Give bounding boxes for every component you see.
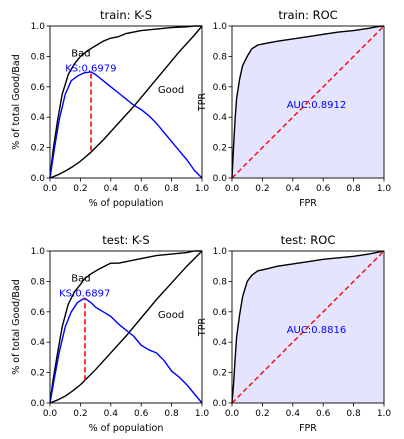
x-tick-label: 1.0 bbox=[195, 184, 210, 194]
chart-title: train: ROC bbox=[278, 8, 337, 22]
y-tick-label: 1.0 bbox=[31, 247, 46, 257]
chart-train_ks: Bad Good KS:0.6979 0.0 0.2 0.4 0.6 0.8 1.0 0.0 0.2… bbox=[11, 8, 209, 209]
x-tick-label: 0.2 bbox=[73, 184, 87, 194]
y-tick-label: 0.8 bbox=[213, 52, 228, 62]
y-tick-label: 0.4 bbox=[213, 113, 228, 123]
y-tick-label: 1.0 bbox=[31, 22, 46, 32]
axes-frame bbox=[231, 250, 385, 404]
y-tick-label: 0.0 bbox=[31, 174, 46, 184]
y-tick-label: 0.6 bbox=[31, 83, 46, 93]
y-tick-label: 0.2 bbox=[213, 144, 227, 154]
series-roc-line bbox=[231, 250, 385, 404]
annotation-label: Bad bbox=[71, 48, 90, 59]
annotation-label: Bad bbox=[71, 273, 90, 284]
x-tick-label: 0.0 bbox=[43, 184, 58, 194]
annotation-label: AUC:0.8912 bbox=[287, 100, 347, 111]
x-tick-label: 0.8 bbox=[346, 409, 361, 419]
y-tick-label: 0.0 bbox=[213, 399, 228, 409]
x-tick-label: 0.8 bbox=[164, 184, 179, 194]
y-tick-label: 0.6 bbox=[31, 308, 46, 318]
x-axis-label: FPR bbox=[299, 198, 317, 209]
x-tick-label: 0.0 bbox=[225, 409, 240, 419]
axes-frame bbox=[49, 25, 203, 179]
y-tick-label: 0.8 bbox=[31, 52, 46, 62]
x-tick-label: 0.8 bbox=[164, 409, 179, 419]
x-tick-label: 0.6 bbox=[134, 184, 149, 194]
y-tick-label: 0.4 bbox=[31, 113, 46, 123]
series-good-line bbox=[49, 25, 203, 179]
x-tick-label: 0.4 bbox=[286, 184, 301, 194]
series-roc-line bbox=[231, 25, 385, 179]
y-tick-label: 0.4 bbox=[213, 338, 228, 348]
x-tick-label: 1.0 bbox=[377, 184, 392, 194]
y-tick-label: 0.0 bbox=[213, 174, 228, 184]
x-tick-label: 0.2 bbox=[73, 409, 87, 419]
x-tick-label: 1.0 bbox=[195, 409, 210, 419]
y-axis-label: % of total Good/Bad bbox=[11, 54, 22, 150]
y-tick-label: 0.4 bbox=[31, 338, 46, 348]
y-tick-label: 0.8 bbox=[213, 277, 228, 287]
x-tick-label: 0.4 bbox=[104, 184, 119, 194]
x-axis-label: % of population bbox=[89, 198, 164, 209]
x-tick-label: 0.4 bbox=[104, 409, 119, 419]
annotation-label: KS:0.6897 bbox=[59, 289, 110, 300]
x-tick-label: 0.6 bbox=[134, 409, 149, 419]
y-axis-label: % of total Good/Bad bbox=[11, 279, 22, 375]
x-tick-label: 0.0 bbox=[225, 184, 240, 194]
x-tick-label: 0.2 bbox=[255, 409, 269, 419]
series-diagonal-line bbox=[231, 250, 385, 404]
x-tick-label: 0.8 bbox=[346, 184, 361, 194]
annotation-label: Good bbox=[158, 310, 184, 321]
series-ks-line bbox=[49, 297, 203, 404]
y-tick-label: 1.0 bbox=[213, 22, 228, 32]
y-axis-label: TPR bbox=[197, 93, 208, 113]
y-tick-label: 0.0 bbox=[31, 399, 46, 409]
series-ks-line bbox=[49, 71, 203, 179]
y-tick-label: 0.2 bbox=[213, 369, 227, 379]
y-tick-label: 0.8 bbox=[31, 277, 46, 287]
series-diagonal-line bbox=[231, 25, 385, 179]
annotation-label: KS:0.6979 bbox=[65, 64, 116, 75]
y-tick-label: 0.6 bbox=[213, 308, 228, 318]
x-axis-label: % of population bbox=[89, 423, 164, 434]
y-axis-label: TPR bbox=[197, 318, 208, 338]
y-tick-label: 0.2 bbox=[31, 369, 45, 379]
series-bad-line bbox=[49, 250, 202, 404]
annotation-label: AUC:0.8816 bbox=[287, 325, 347, 336]
y-tick-label: 0.6 bbox=[213, 83, 228, 93]
series-bad-line bbox=[49, 25, 202, 179]
x-tick-label: 0.4 bbox=[286, 409, 301, 419]
axes-frame bbox=[49, 250, 203, 404]
chart-test_ks: Bad Good KS:0.6897 0.0 0.2 0.4 0.6 0.8 1.0 0.0 0.2… bbox=[11, 233, 209, 434]
y-tick-label: 1.0 bbox=[213, 247, 228, 257]
chart-title: test: K-S bbox=[102, 233, 149, 247]
x-tick-label: 0.6 bbox=[316, 409, 331, 419]
y-tick-label: 0.2 bbox=[31, 144, 45, 154]
x-tick-label: 0.2 bbox=[255, 184, 269, 194]
x-tick-label: 0.0 bbox=[43, 409, 58, 419]
x-tick-label: 0.6 bbox=[316, 184, 331, 194]
chart-title: train: K-S bbox=[100, 8, 152, 22]
x-axis-label: FPR bbox=[299, 423, 317, 434]
annotation-label: Good bbox=[158, 85, 184, 96]
x-tick-label: 1.0 bbox=[377, 409, 392, 419]
axes-frame bbox=[231, 25, 385, 179]
chart-title: test: ROC bbox=[281, 233, 336, 247]
series-good-line bbox=[49, 250, 203, 404]
